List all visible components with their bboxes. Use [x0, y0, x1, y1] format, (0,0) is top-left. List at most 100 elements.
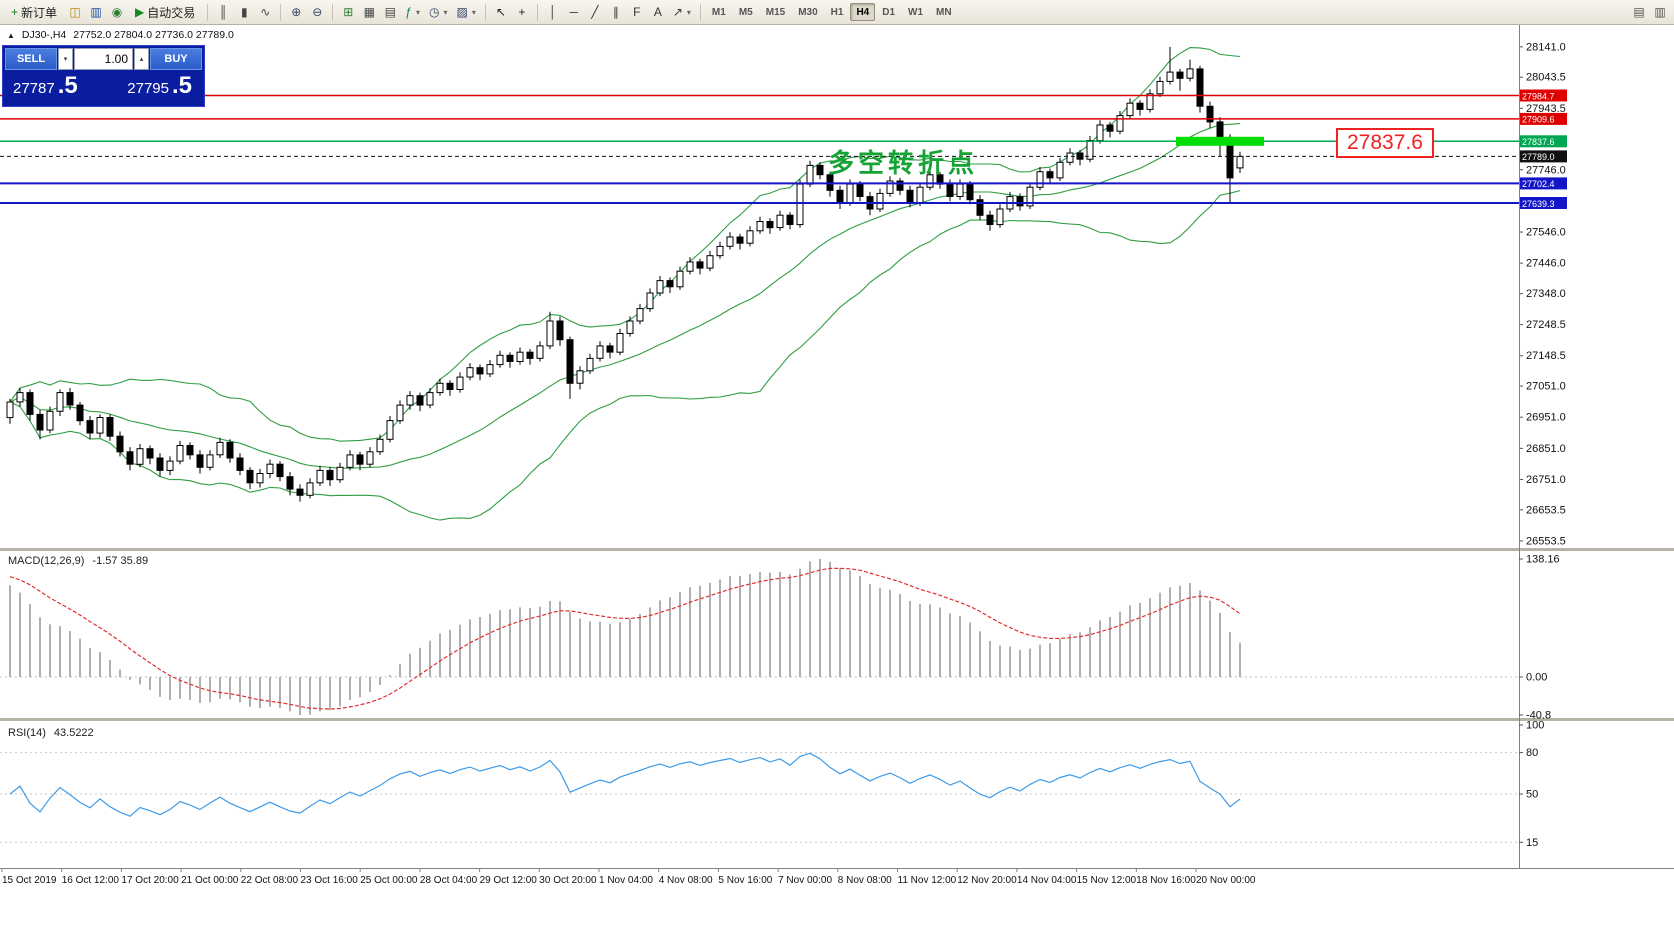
- rsi-axis-ticks: 100 80 50 15: [1519, 720, 1544, 849]
- templates-button[interactable]: ▨ ▾: [452, 2, 479, 22]
- new-order-button[interactable]: + 新订单: [4, 2, 64, 22]
- fibonacci-icon: F: [633, 5, 641, 19]
- market-watch-icon: ▥: [90, 5, 102, 19]
- svg-text:11 Nov 12:00: 11 Nov 12:00: [898, 875, 957, 886]
- trendline-button[interactable]: ╱: [585, 2, 605, 22]
- svg-text:27546.0: 27546.0: [1526, 227, 1566, 239]
- svg-text:27702.4: 27702.4: [1522, 179, 1555, 189]
- timeframe-m30-button[interactable]: M30: [798, 6, 818, 18]
- channel-button[interactable]: ∥: [606, 2, 626, 22]
- svg-text:27446.0: 27446.0: [1526, 258, 1566, 270]
- crosshair-icon: +: [518, 5, 526, 19]
- toolbar-right-group: ▤ ▥: [1629, 2, 1670, 22]
- line-chart-mode-button[interactable]: ∿: [255, 2, 275, 22]
- candlestick-mode-button[interactable]: ▮: [234, 2, 254, 22]
- timeframe-m15-button[interactable]: M15: [765, 6, 786, 18]
- line-chart-icon: ∿: [260, 5, 271, 19]
- vertical-line-icon: │: [549, 5, 557, 19]
- new-chart-button[interactable]: ◫: [65, 2, 85, 22]
- chart-canvas[interactable]: 27984.7 27909.6 27837.6 27789.0 27702.4 27639…: [0, 25, 1674, 949]
- macd-signal-line: [9, 567, 1241, 710]
- one-click-toggle-icon[interactable]: ▲: [7, 30, 15, 40]
- price-axis[interactable]: [1519, 25, 1674, 868]
- svg-text:27746.0: 27746.0: [1526, 164, 1566, 176]
- svg-text:27837.6: 27837.6: [1522, 137, 1555, 147]
- navigator-button[interactable]: ◉: [107, 2, 127, 22]
- price-callout[interactable]: 27837.6: [1336, 128, 1434, 158]
- candlestick-icon: ▮: [240, 5, 248, 19]
- text-tool-button[interactable]: A: [648, 2, 668, 22]
- sell-price-main: 27787: [13, 80, 55, 97]
- toolbar-separator: [536, 3, 538, 21]
- volume-increase-button[interactable]: ▴: [134, 48, 149, 70]
- fibonacci-button[interactable]: F: [627, 2, 647, 22]
- toolbar-extra-1-button[interactable]: ▤: [1629, 2, 1649, 22]
- svg-text:30 Oct 20:00: 30 Oct 20:00: [539, 875, 597, 886]
- zoom-in-button[interactable]: ⊕: [286, 2, 306, 22]
- dropdown-arrow-icon: ▾: [443, 7, 448, 17]
- highlight-bar[interactable]: [1176, 136, 1264, 146]
- horizontal-line-button[interactable]: ─: [564, 2, 584, 22]
- svg-text:0.00: 0.00: [1526, 672, 1547, 684]
- macd-label: MACD(12,26,9) -1.57 35.89: [8, 555, 148, 567]
- dropdown-arrow-icon: ▾: [686, 7, 691, 17]
- indicators-button[interactable]: ƒ ▾: [401, 2, 424, 22]
- buy-price-main: 27795: [127, 80, 169, 97]
- svg-text:15: 15: [1526, 837, 1538, 849]
- grid-button[interactable]: ⊞: [338, 2, 358, 22]
- zoom-out-button[interactable]: ⊖: [307, 2, 327, 22]
- cascade-windows-button[interactable]: ▤: [380, 2, 400, 22]
- level-lines[interactable]: 27984.7 27909.6 27837.6 27789.0 27702.4 27639…: [0, 89, 1567, 210]
- dropdown-arrow-icon: ▾: [471, 7, 476, 17]
- svg-text:7 Nov 00:00: 7 Nov 00:00: [778, 875, 832, 886]
- dropdown-arrow-icon: ▾: [415, 7, 420, 17]
- svg-text:5 Nov 16:00: 5 Nov 16:00: [718, 875, 772, 886]
- cursor-icon: ↖: [495, 5, 506, 19]
- svg-text:29 Oct 12:00: 29 Oct 12:00: [480, 875, 538, 886]
- svg-text:28 Oct 04:00: 28 Oct 04:00: [420, 875, 478, 886]
- time-axis[interactable]: [0, 869, 1674, 899]
- panel-splitter[interactable]: [0, 548, 1674, 551]
- tile-windows-icon: ▦: [363, 5, 375, 19]
- svg-text:26653.5: 26653.5: [1526, 504, 1566, 516]
- buy-button[interactable]: BUY: [150, 48, 202, 70]
- svg-text:20 Nov 00:00: 20 Nov 00:00: [1196, 875, 1256, 886]
- auto-trading-button[interactable]: ▶ 自动交易: [128, 2, 202, 22]
- toolbar-separator: [484, 3, 486, 21]
- timeframe-h1-button[interactable]: H1: [830, 6, 844, 18]
- panel-splitter[interactable]: [0, 718, 1674, 721]
- zoom-in-icon: ⊕: [291, 5, 302, 19]
- symbol-title: DJ30-,H4: [21, 29, 67, 41]
- sell-button[interactable]: SELL: [5, 48, 57, 70]
- bar-chart-mode-button[interactable]: ║: [213, 2, 233, 22]
- tile-windows-button[interactable]: ▦: [359, 2, 379, 22]
- toolbar-extra-2-button[interactable]: ▥: [1650, 2, 1670, 22]
- timeframe-d1-button[interactable]: D1: [882, 6, 896, 18]
- svg-text:14 Nov 04:00: 14 Nov 04:00: [1017, 875, 1077, 886]
- vertical-line-button[interactable]: │: [543, 2, 563, 22]
- chart-window[interactable]: 27984.7 27909.6 27837.6 27789.0 27702.4 27639…: [0, 25, 1674, 949]
- one-click-trading-panel: SELL ▾ ▴ BUY 27787.5 27795.5: [2, 45, 205, 107]
- svg-text:27348.0: 27348.0: [1526, 288, 1566, 300]
- arrows-tool-button[interactable]: ↗ ▾: [669, 2, 695, 22]
- buy-price[interactable]: 27795.5: [127, 72, 192, 100]
- volume-decrease-button[interactable]: ▾: [58, 48, 73, 70]
- chart-annotation-text[interactable]: 多空转折点: [828, 148, 979, 178]
- symbol-info: ▲ DJ30-,H4 27752.0 27804.0 27736.0 27789…: [7, 29, 234, 41]
- periods-button[interactable]: ◷ ▾: [425, 2, 452, 22]
- svg-text:15 Nov 12:00: 15 Nov 12:00: [1077, 875, 1137, 886]
- timeframe-m5-button[interactable]: M5: [738, 6, 753, 18]
- cursor-button[interactable]: ↖: [491, 2, 511, 22]
- volume-input[interactable]: [74, 48, 133, 70]
- timeframe-h4-button[interactable]: H4: [850, 3, 876, 21]
- grid-icon: ⊞: [343, 5, 354, 19]
- timeframe-mn-button[interactable]: MN: [936, 6, 952, 18]
- sell-price-pips: .5: [57, 72, 78, 99]
- sell-price[interactable]: 27787.5: [13, 72, 78, 100]
- svg-text:21 Oct 00:00: 21 Oct 00:00: [181, 875, 239, 886]
- timeframe-w1-button[interactable]: W1: [908, 6, 924, 18]
- new-order-label: 新订单: [21, 5, 58, 20]
- timeframe-m1-button[interactable]: M1: [711, 6, 726, 18]
- market-watch-button[interactable]: ▥: [86, 2, 106, 22]
- crosshair-button[interactable]: +: [512, 2, 532, 22]
